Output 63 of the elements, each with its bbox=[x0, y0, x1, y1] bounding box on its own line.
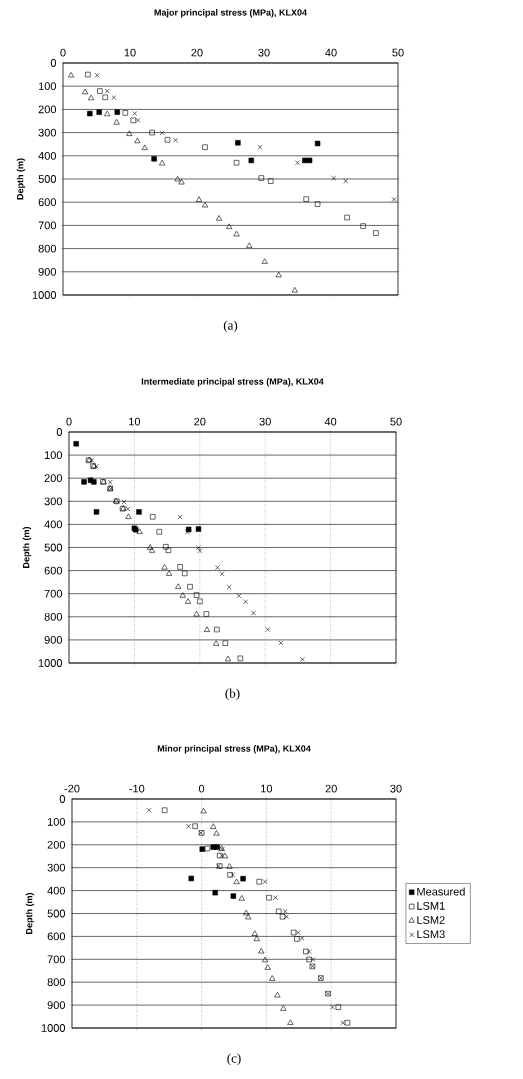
y-tick-label: 1000 bbox=[38, 659, 63, 667]
legend-label: LSM1 bbox=[417, 901, 445, 910]
legend-label: LSM3 bbox=[417, 930, 445, 939]
x-tick-label: 20 bbox=[194, 417, 206, 426]
y-tick-label: 700 bbox=[38, 221, 57, 230]
y-tick-label: 900 bbox=[47, 1001, 66, 1009]
y-tick-label: 500 bbox=[47, 909, 66, 918]
x-tick-label: 20 bbox=[325, 784, 337, 793]
chart-title: Major principal stress (MPa), KLX04 bbox=[154, 9, 307, 18]
chart-title: Intermediate principal stress (MPa), KLX04 bbox=[141, 378, 324, 387]
x-tick-label: -20 bbox=[64, 784, 80, 793]
x-tick-label: 50 bbox=[390, 417, 402, 426]
y-tick-label: 500 bbox=[38, 175, 57, 183]
x-tick-label: 0 bbox=[198, 784, 205, 793]
x-tick-label: 20 bbox=[191, 48, 203, 57]
y-tick-label: 1000 bbox=[41, 1024, 66, 1032]
y-tick-label: 400 bbox=[47, 886, 66, 895]
y-tick-label: 400 bbox=[44, 520, 63, 529]
y-tick-label: 100 bbox=[38, 82, 57, 91]
y-tick-label: 600 bbox=[44, 566, 63, 575]
y-axis-title: Depth (m) bbox=[25, 892, 35, 934]
y-tick-label: 100 bbox=[47, 818, 66, 826]
y-tick-label: 600 bbox=[38, 198, 57, 207]
x-tick-label: 40 bbox=[324, 417, 337, 426]
y-tick-label: 600 bbox=[47, 932, 66, 941]
y-axis-title: Depth (m) bbox=[22, 526, 32, 568]
text: (a) bbox=[223, 320, 238, 333]
y-tick-label: 200 bbox=[47, 840, 66, 849]
legend-label: LSM2 bbox=[417, 916, 445, 924]
y-tick-label: 700 bbox=[47, 955, 66, 964]
y-tick-label: 700 bbox=[44, 589, 63, 598]
y-tick-label: 0 bbox=[56, 428, 63, 436]
x-tick-label: 30 bbox=[390, 784, 402, 793]
x-tick-label: 0 bbox=[66, 417, 72, 426]
x-tick-label: -10 bbox=[129, 784, 145, 793]
y-tick-label: 0 bbox=[59, 795, 66, 803]
y-tick-label: 100 bbox=[44, 451, 63, 459]
x-tick-label: 30 bbox=[259, 417, 271, 426]
y-tick-label: 900 bbox=[44, 636, 63, 644]
x-tick-label: 40 bbox=[325, 48, 337, 57]
y-tick-label: 800 bbox=[44, 612, 63, 621]
x-tick-label: 10 bbox=[129, 417, 141, 426]
y-tick-label: 300 bbox=[38, 128, 57, 137]
y-tick-label: 900 bbox=[38, 267, 57, 276]
y-tick-label: 200 bbox=[44, 474, 63, 483]
legend-label: Measured bbox=[417, 887, 465, 896]
y-tick-label: 500 bbox=[44, 543, 63, 552]
x-tick-label: 50 bbox=[392, 48, 404, 57]
y-tick-label: 1000 bbox=[32, 291, 57, 299]
chart-title: Minor principal stress (MPa), KLX04 bbox=[157, 745, 311, 754]
x-tick-label: 10 bbox=[261, 784, 273, 793]
y-tick-label: 800 bbox=[38, 244, 57, 253]
y-tick-label: 200 bbox=[38, 105, 57, 114]
y-tick-label: 0 bbox=[50, 59, 57, 67]
y-tick-label: 300 bbox=[47, 863, 66, 872]
y-tick-label: 300 bbox=[44, 497, 63, 506]
y-axis-title: Depth (m) bbox=[16, 158, 26, 200]
text: (c) bbox=[227, 1053, 241, 1066]
text: (b) bbox=[225, 688, 240, 701]
x-tick-label: 30 bbox=[258, 48, 270, 57]
y-tick-label: 800 bbox=[47, 978, 66, 987]
y-tick-label: 400 bbox=[38, 151, 57, 160]
x-tick-label: 10 bbox=[124, 48, 136, 57]
